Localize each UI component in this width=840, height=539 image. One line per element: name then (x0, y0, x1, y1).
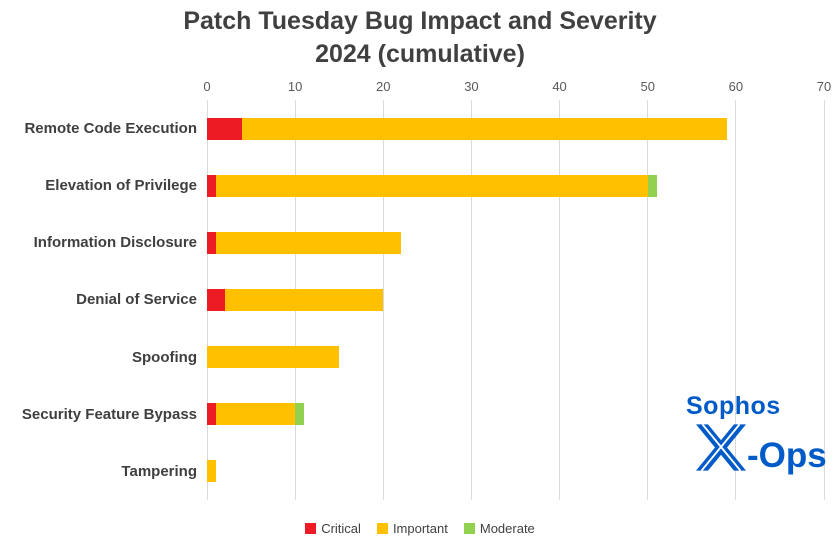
x-tick-label-50: 50 (640, 79, 655, 94)
bar-remote-code-execution (207, 117, 824, 140)
gridline (382, 100, 384, 500)
bar-elevation-of-privilege (207, 174, 824, 197)
category-label-security-feature-bypass: Security Feature Bypass (21, 405, 197, 423)
legend-label-important: Important (392, 520, 448, 536)
bar-segment-important (207, 346, 340, 369)
bar-security-feature-bypass (207, 403, 824, 426)
legend: Critical Important Moderate (0, 518, 840, 538)
chart-title: Patch Tuesday Bug Impact and Severity 20… (0, 5, 840, 71)
x-axis-labels: 0 10 20 30 40 50 60 70 (203, 79, 831, 97)
bar-information-disclosure (207, 231, 824, 254)
ops-text: -Ops (747, 435, 827, 475)
x-tick-label-40: 40 (552, 79, 567, 94)
x-tick-label-10: 10 (287, 79, 303, 94)
x-tick-label-30: 30 (464, 79, 479, 94)
bar-segment-important (215, 174, 648, 197)
legend-swatch-important (376, 522, 388, 534)
bar-segment-important (215, 231, 401, 254)
legend-label-moderate: Moderate (479, 520, 535, 536)
x-tick-label-60: 60 (728, 79, 744, 94)
category-label-remote-code-execution: Remote Code Execution (24, 120, 197, 138)
chart-title-line-2: 2024 (cumulative) (315, 40, 525, 68)
sophos-wordmark: Sophos (686, 392, 781, 420)
bar-segment-critical (207, 174, 216, 197)
bar-spoofing (207, 346, 824, 369)
category-labels: Remote Code Execution Elevation of Privil… (0, 100, 197, 500)
sophos-xops-logo: Sophos -Ops (684, 392, 827, 475)
bar-segment-moderate (647, 174, 657, 197)
gridline (735, 100, 737, 500)
legend-item-moderate: Moderate (463, 520, 535, 536)
bar-segment-critical (207, 289, 225, 311)
category-label-denial-of-service: Denial of Service (76, 291, 197, 309)
category-label-information-disclosure: Information Disclosure (33, 234, 197, 252)
bar-segment-important (207, 460, 216, 483)
legend-swatch-critical (305, 522, 317, 534)
bar-tampering (207, 460, 824, 483)
xops-wordmark: -Ops (684, 424, 827, 475)
x-mark-icon (696, 424, 746, 471)
category-label-tampering: Tampering (121, 462, 197, 480)
legend-label-critical: Critical (321, 520, 361, 536)
x-tick-label-20: 20 (376, 79, 391, 94)
bar-segment-critical (207, 117, 243, 140)
x-tick-label-0: 0 (203, 79, 211, 94)
bar-segment-critical (207, 231, 216, 254)
bar-segment-moderate (295, 403, 304, 426)
gridline (647, 100, 649, 500)
category-label-elevation-of-privilege: Elevation of Privilege (45, 177, 197, 195)
bar-segment-critical (207, 403, 216, 426)
gridline (823, 100, 825, 500)
gridline (470, 100, 472, 500)
x-tick-label-70: 70 (816, 79, 832, 94)
bar-segment-important (242, 117, 728, 140)
plot-area (206, 100, 825, 500)
legend-swatch-moderate (463, 522, 475, 534)
legend-item-critical: Critical (305, 521, 361, 536)
category-label-spoofing: Spoofing (132, 348, 197, 366)
legend-item-important: Important (376, 520, 448, 536)
bar-segment-important (224, 289, 384, 311)
gridline (559, 100, 561, 500)
bar-segment-important (215, 403, 296, 426)
chart-title-line-1: Patch Tuesday Bug Impact and Severity (183, 7, 657, 35)
bar-denial-of-service (207, 289, 824, 311)
